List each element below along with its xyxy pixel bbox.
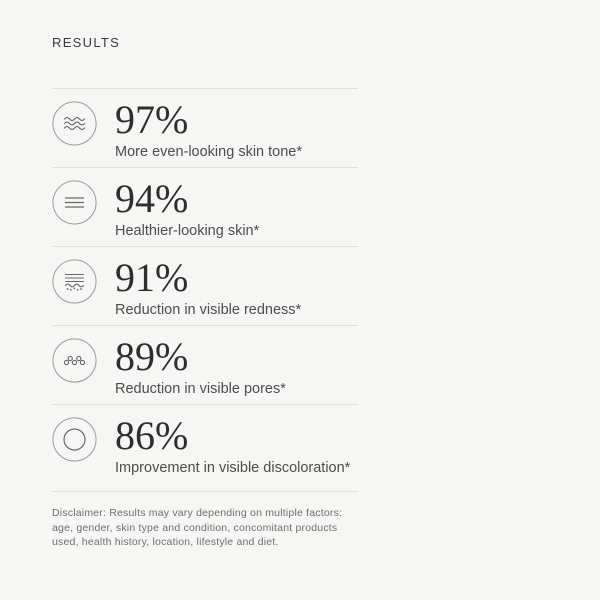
waves-icon	[52, 101, 97, 146]
result-row: 91% Reduction in visible redness*	[52, 246, 358, 325]
pores-icon	[52, 338, 97, 383]
result-row: 89% Reduction in visible pores*	[52, 325, 358, 404]
results-section: RESULTS 97% More even-looking skin tone*…	[52, 0, 358, 560]
result-label: Improvement in visible discoloration*	[115, 460, 351, 476]
result-label: Reduction in visible pores*	[115, 381, 286, 397]
result-text: 91% Reduction in visible redness*	[115, 258, 301, 320]
result-percent: 97%	[115, 97, 189, 142]
result-row: 94% Healthier-looking skin*	[52, 167, 358, 246]
result-label: More even-looking skin tone*	[115, 144, 302, 160]
result-percent: 91%	[115, 255, 189, 300]
result-text: 94% Healthier-looking skin*	[115, 179, 259, 241]
disclaimer-text: Disclaimer: Results may vary depending o…	[52, 507, 343, 548]
result-percent: 86%	[115, 413, 189, 458]
results-heading: RESULTS	[52, 35, 121, 50]
results-list: 97% More even-looking skin tone* 94% Hea…	[52, 88, 358, 492]
result-percent: 89%	[115, 334, 189, 379]
result-text: 89% Reduction in visible pores*	[115, 337, 286, 399]
result-row: 97% More even-looking skin tone*	[52, 88, 358, 167]
result-percent: 94%	[115, 176, 189, 221]
result-text: 97% More even-looking skin tone*	[115, 100, 302, 162]
lines-icon	[52, 180, 97, 225]
result-label: Reduction in visible redness*	[115, 302, 302, 318]
discoloration-icon	[52, 417, 97, 462]
result-text: 86% Improvement in visible discoloration…	[115, 416, 350, 478]
result-label: Healthier-looking skin*	[115, 223, 260, 239]
skin-redness-icon	[52, 259, 97, 304]
result-row: 86% Improvement in visible discoloration…	[52, 404, 358, 492]
